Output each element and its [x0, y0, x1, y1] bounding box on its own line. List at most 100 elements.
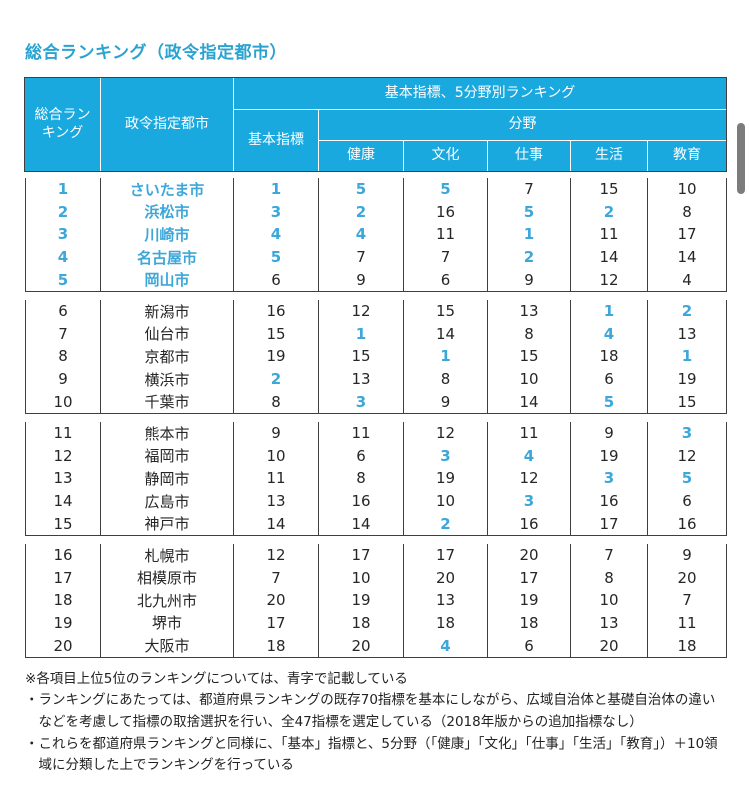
- table-row: 1 さいたま市 1 5 5 7 15 10: [25, 178, 727, 201]
- city-cell: 熊本市: [100, 421, 234, 445]
- rank-cell: 7: [25, 322, 101, 346]
- city-cell: 広島市: [100, 489, 234, 513]
- ranking-table: 1 さいたま市 1 5 5 7 15 10 2 浜松市 3 2 16 5 2 8 3 川崎市 4 4 11 1 11 17 4 名…: [25, 178, 727, 658]
- city-cell: 神戸市: [100, 512, 234, 536]
- value-cell: 17: [647, 223, 727, 246]
- value-cell: 9: [487, 268, 571, 292]
- value-cell: 3: [487, 489, 571, 513]
- value-cell: 5: [318, 178, 404, 201]
- rank-cell: 12: [25, 444, 101, 468]
- table-row: 2 浜松市 3 2 16 5 2 8: [25, 200, 727, 224]
- value-cell: 7: [570, 543, 648, 567]
- city-cell: 北九州市: [100, 589, 234, 612]
- value-cell: 12: [233, 543, 319, 567]
- value-cell: 13: [403, 589, 488, 612]
- rank-cell: 14: [25, 489, 101, 513]
- group-separator-line: [25, 534, 727, 544]
- city-cell: 浜松市: [100, 200, 234, 224]
- table-row: 3 川崎市 4 4 11 1 11 17: [25, 223, 727, 246]
- value-cell: 11: [233, 467, 319, 490]
- scrollbar-thumb[interactable]: [737, 123, 745, 194]
- value-cell: 9: [570, 421, 648, 445]
- header-basic-indicator: 基本指標: [233, 109, 318, 171]
- table-row: 13 静岡市 11 8 19 12 3 5: [25, 467, 727, 490]
- city-cell: 川崎市: [100, 223, 234, 246]
- table-row: 18 北九州市 20 19 13 19 10 7: [25, 589, 727, 612]
- value-cell: 10: [570, 589, 648, 612]
- table-row: 17 相模原市 7 10 20 17 8 20: [25, 566, 727, 590]
- value-cell: 15: [403, 299, 488, 323]
- value-cell: 6: [487, 634, 571, 658]
- value-cell: 15: [233, 322, 319, 346]
- value-cell: 7: [647, 589, 727, 612]
- value-cell: 19: [487, 589, 571, 612]
- value-cell: 6: [318, 444, 404, 468]
- value-cell: 10: [233, 444, 319, 468]
- value-cell: 5: [570, 390, 648, 414]
- rank-cell: 19: [25, 611, 101, 635]
- group-separator: [25, 412, 727, 422]
- rank-cell: 1: [25, 178, 101, 201]
- city-cell: 札幌市: [100, 543, 234, 567]
- table-row: 8 京都市 19 15 1 15 18 1: [25, 345, 727, 368]
- value-cell: 13: [318, 367, 404, 391]
- value-cell: 18: [403, 611, 488, 635]
- value-cell: 17: [318, 543, 404, 567]
- value-cell: 8: [233, 390, 319, 414]
- footnote-text: 各項目上位5位のランキングについては、青字で記載している: [36, 670, 408, 687]
- value-cell: 3: [233, 200, 319, 224]
- value-cell: 19: [570, 444, 648, 468]
- header-indicator-group: 基本指標、5分野別ランキング: [233, 78, 726, 109]
- header-field: 分野: [318, 109, 726, 140]
- group-separator-line: [25, 657, 727, 658]
- value-cell: 16: [403, 200, 488, 224]
- city-cell: 名古屋市: [100, 245, 234, 269]
- value-cell: 14: [403, 322, 488, 346]
- value-cell: 7: [403, 245, 488, 269]
- value-cell: 19: [647, 367, 727, 391]
- value-cell: 14: [647, 245, 727, 269]
- value-cell: 7: [233, 566, 319, 590]
- value-cell: 13: [487, 299, 571, 323]
- header-field-life: 生活: [570, 140, 647, 171]
- value-cell: 17: [233, 611, 319, 635]
- value-cell: 12: [403, 421, 488, 445]
- header-field-health: 健康: [318, 140, 403, 171]
- table-row: 7 仙台市 15 1 14 8 4 13: [25, 322, 727, 346]
- value-cell: 2: [318, 200, 404, 224]
- header-city: 政令指定都市: [100, 78, 233, 171]
- table-header: 総合ランキング 政令指定都市 基本指標、5分野別ランキング 基本指標 分野 健康…: [24, 77, 727, 172]
- value-cell: 13: [570, 611, 648, 635]
- value-cell: 7: [318, 245, 404, 269]
- value-cell: 6: [570, 367, 648, 391]
- rank-cell: 10: [25, 390, 101, 414]
- value-cell: 16: [233, 299, 319, 323]
- value-cell: 7: [487, 178, 571, 201]
- group-separator: [25, 534, 727, 544]
- value-cell: 1: [487, 223, 571, 246]
- city-cell: 仙台市: [100, 322, 234, 346]
- value-cell: 20: [647, 566, 727, 590]
- content-area: 総合ランキング（政令指定都市） 総合ランキング 政令指定都市 基本指標、5分野別…: [24, 38, 727, 777]
- value-cell: 4: [570, 322, 648, 346]
- value-cell: 9: [318, 268, 404, 292]
- footnote-marker: ・: [25, 735, 39, 752]
- table-row: 10 千葉市 8 3 9 14 5 15: [25, 390, 727, 414]
- rank-cell: 17: [25, 566, 101, 590]
- value-cell: 18: [647, 634, 727, 658]
- value-cell: 2: [233, 367, 319, 391]
- footnote-marker: ※: [25, 670, 37, 687]
- city-cell: 大阪市: [100, 634, 234, 658]
- table-row: 6 新潟市 16 12 15 13 1 2: [25, 299, 727, 323]
- value-cell: 9: [233, 421, 319, 445]
- header-overall-rank: 総合ランキング: [34, 107, 91, 141]
- value-cell: 6: [403, 268, 488, 292]
- value-cell: 12: [487, 467, 571, 490]
- value-cell: 16: [487, 512, 571, 536]
- rank-cell: 2: [25, 200, 101, 224]
- table-row: 15 神戸市 14 14 2 16 17 16: [25, 512, 727, 536]
- value-cell: 8: [647, 200, 727, 224]
- value-cell: 6: [233, 268, 319, 292]
- rank-cell: 3: [25, 223, 101, 246]
- value-cell: 8: [318, 467, 404, 490]
